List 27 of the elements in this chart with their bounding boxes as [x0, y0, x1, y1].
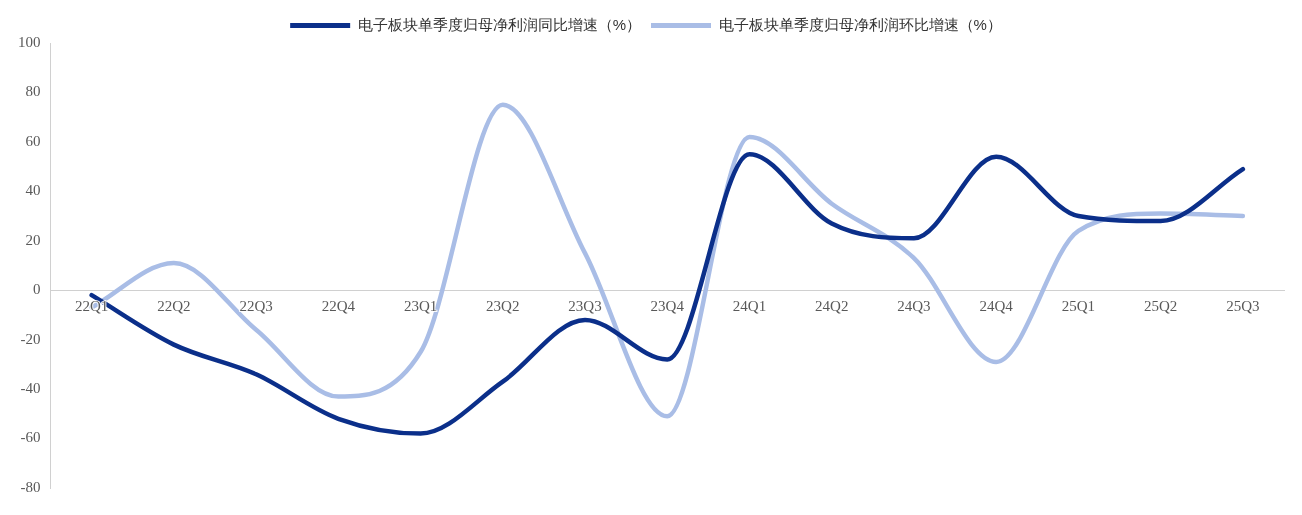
- x-tick-label: 23Q4: [650, 297, 685, 314]
- y-tick-label: 0: [33, 281, 41, 298]
- y-tick-label: 60: [25, 132, 41, 149]
- y-tick-label: -40: [20, 380, 41, 397]
- x-tick-label: 25Q1: [1061, 297, 1096, 314]
- x-tick-label: 24Q2: [815, 297, 849, 314]
- legend-label: 电子板块单季度归母净利润同比增速（%）: [357, 15, 642, 33]
- y-tick-label: -80: [20, 478, 41, 495]
- x-tick-label: 22Q1: [74, 297, 109, 314]
- legend-label: 电子板块单季度归母净利润环比增速（%）: [718, 15, 1002, 33]
- y-tick-label: 20: [25, 231, 41, 248]
- x-tick-label: 24Q3: [897, 297, 931, 314]
- x-tick-label: 22Q4: [321, 297, 356, 314]
- y-tick-label: -60: [20, 429, 41, 446]
- x-tick-label: 24Q4: [979, 297, 1014, 314]
- y-tick-label: -20: [20, 330, 41, 347]
- y-tick-label: 40: [25, 182, 41, 199]
- x-tick-label: 23Q2: [486, 297, 520, 314]
- x-tick-label: 22Q2: [157, 297, 191, 314]
- x-tick-label: 25Q3: [1226, 297, 1260, 314]
- x-tick-label: 23Q1: [403, 297, 438, 314]
- x-tick-label: 23Q3: [568, 297, 602, 314]
- x-tick-label: 24Q1: [732, 297, 767, 314]
- y-tick-label: 100: [18, 33, 41, 50]
- x-tick-label: 25Q2: [1143, 297, 1178, 314]
- x-tick-label: 22Q3: [239, 297, 273, 314]
- y-tick-label: 80: [25, 83, 41, 100]
